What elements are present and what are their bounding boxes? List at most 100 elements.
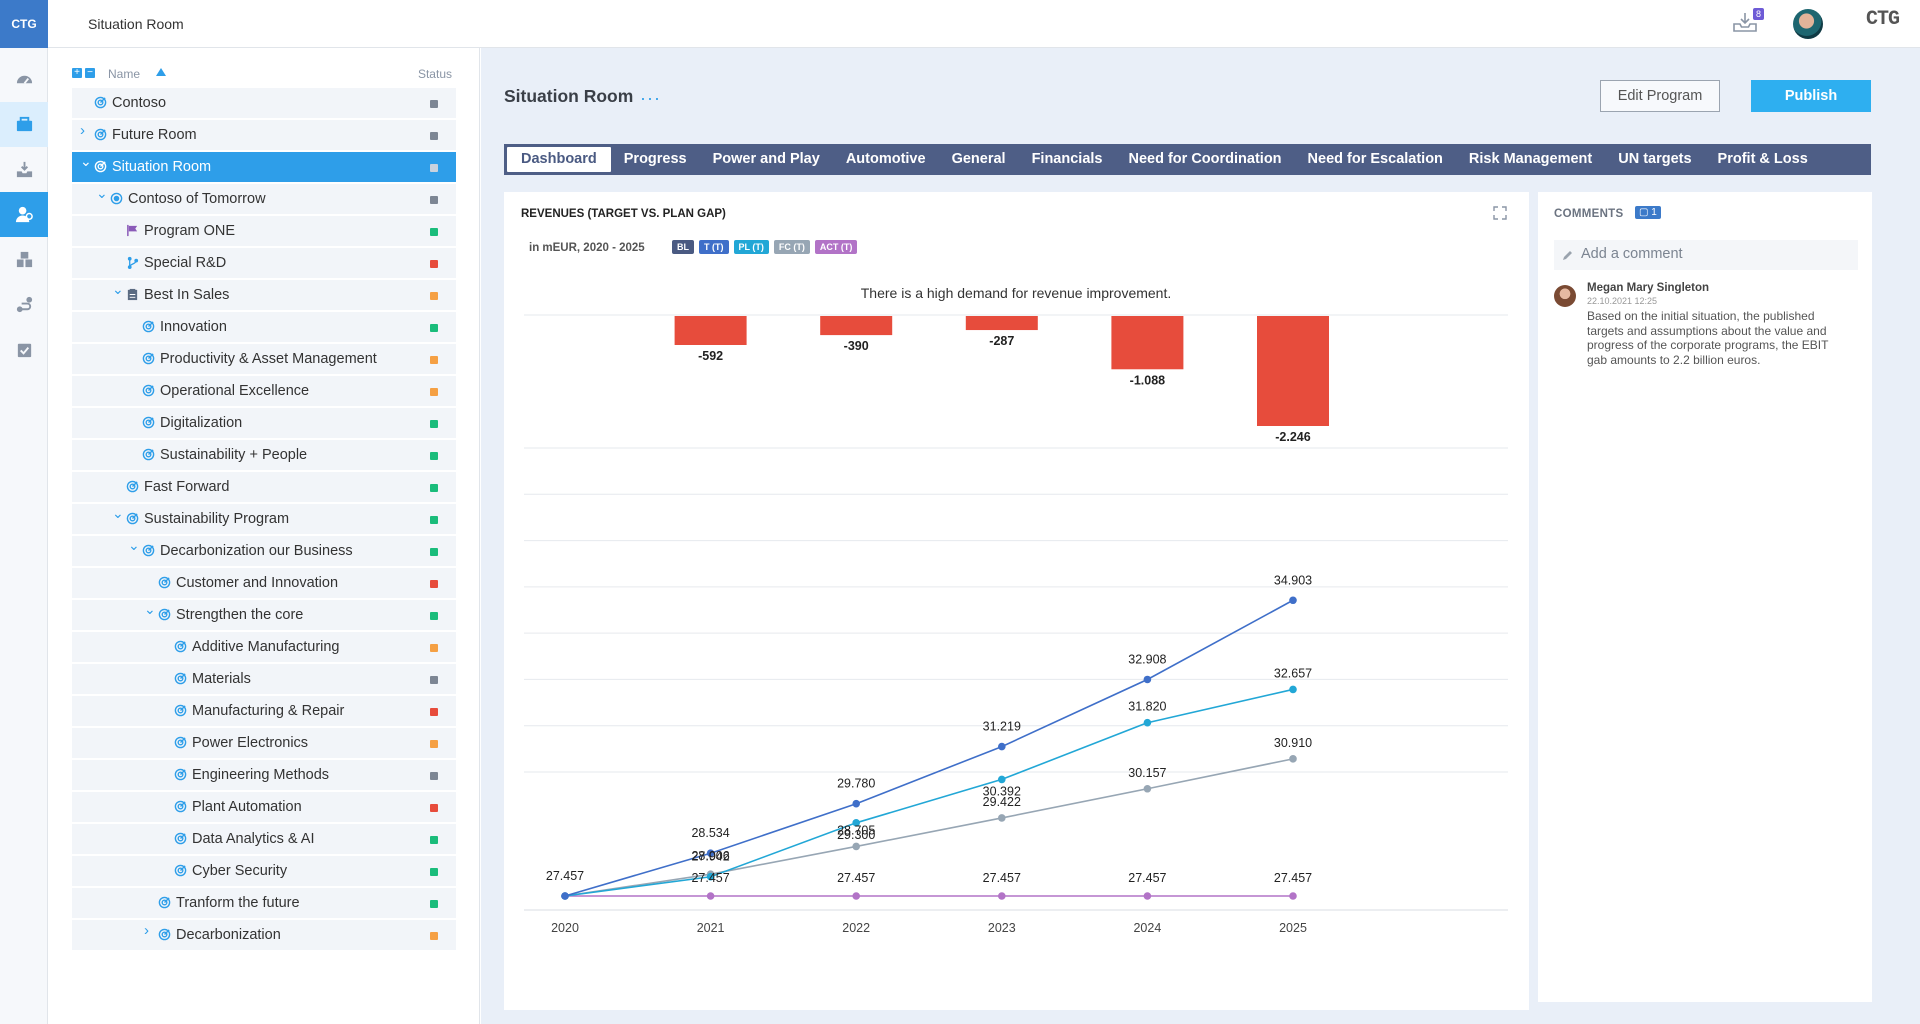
revenue-chart-card: There is a high demand for revenue impro… xyxy=(504,192,1529,1010)
status-indicator xyxy=(430,132,438,140)
chevron-down-icon[interactable]: ⌄ xyxy=(80,153,92,169)
tree-row[interactable]: Sustainability + People xyxy=(72,440,456,470)
tab-profit-loss[interactable]: Profit & Loss xyxy=(1717,151,1808,167)
edit-program-button[interactable]: Edit Program xyxy=(1600,80,1720,112)
name-column-header[interactable]: Name xyxy=(108,67,141,81)
tree-row[interactable]: Program ONE xyxy=(72,216,456,246)
tree-row[interactable]: ⌄ Best In Sales xyxy=(72,280,456,310)
chevron-down-icon[interactable]: ⌄ xyxy=(128,537,140,553)
tree-row[interactable]: Additive Manufacturing xyxy=(72,632,456,662)
chevron-right-icon[interactable]: › xyxy=(144,922,149,939)
tree-row[interactable]: Power Electronics xyxy=(72,728,456,758)
status-indicator xyxy=(430,676,438,684)
tree-row[interactable]: Fast Forward xyxy=(72,472,456,502)
tab-dashboard[interactable]: Dashboard xyxy=(507,147,611,172)
expand-all-icon[interactable]: + xyxy=(72,68,82,78)
status-indicator xyxy=(430,612,438,620)
tree-row-label: Contoso xyxy=(112,95,167,111)
chevron-right-icon[interactable]: › xyxy=(80,122,85,139)
tree-row-label: Future Room xyxy=(112,127,197,143)
chart-subtitle: in mEUR, 2020 - 2025 xyxy=(529,242,645,254)
tree-row[interactable]: Customer and Innovation xyxy=(72,568,456,598)
status-indicator xyxy=(430,452,438,460)
tree-row[interactable]: Cyber Security xyxy=(72,856,456,886)
tree-row[interactable]: Contoso xyxy=(72,88,456,118)
tree-row[interactable]: Operational Excellence xyxy=(72,376,456,406)
fullscreen-icon[interactable] xyxy=(1493,206,1507,220)
tree-row[interactable]: Data Analytics & AI xyxy=(72,824,456,854)
comment-date: 22.10.2021 12:25 xyxy=(1587,296,1658,306)
users-nav-icon[interactable] xyxy=(0,192,48,237)
tab-general[interactable]: General xyxy=(951,151,1006,167)
tree-row[interactable]: › Decarbonization xyxy=(72,920,456,950)
x-tick-label: 2025 xyxy=(1279,921,1307,935)
tree-row[interactable]: ⌄ Sustainability Program xyxy=(72,504,456,534)
tab-need-for-coordination[interactable]: Need for Coordination xyxy=(1128,151,1282,167)
chevron-down-icon[interactable]: ⌄ xyxy=(112,505,124,521)
tree-row[interactable]: Digitalization xyxy=(72,408,456,438)
sort-ascending-icon[interactable] xyxy=(156,68,166,76)
x-tick-label: 2021 xyxy=(697,921,725,935)
tree-row[interactable]: ⌄ Decarbonization our Business xyxy=(72,536,456,566)
tree-row[interactable]: Productivity & Asset Management xyxy=(72,344,456,374)
tab-power-and-play[interactable]: Power and Play xyxy=(712,151,820,167)
inbox-nav-icon[interactable] xyxy=(0,147,48,192)
tab-un-targets[interactable]: UN targets xyxy=(1618,151,1692,167)
more-options-icon[interactable]: ··· xyxy=(640,88,661,108)
comment-author-avatar xyxy=(1554,285,1576,307)
chart-title: REVENUES (TARGET VS. PLAN GAP) xyxy=(521,208,726,220)
chevron-down-icon[interactable]: ⌄ xyxy=(112,281,124,297)
tree-row[interactable]: Innovation xyxy=(72,312,456,342)
tree-row-label: Tranform the future xyxy=(176,895,300,911)
dashboard-nav-icon[interactable] xyxy=(0,57,48,102)
tree-row[interactable]: ⌄ Contoso of Tomorrow xyxy=(72,184,456,214)
tab-financials[interactable]: Financials xyxy=(1031,151,1103,167)
legend-item[interactable]: ACT (T) xyxy=(814,240,858,254)
route-nav-icon[interactable] xyxy=(0,282,48,327)
data-point xyxy=(1143,675,1152,684)
status-indicator xyxy=(430,708,438,716)
collapse-all-icon[interactable]: − xyxy=(85,68,95,78)
legend-item[interactable]: BL xyxy=(672,240,694,254)
tree-row-label: Innovation xyxy=(160,319,227,335)
legend-item[interactable]: T (T) xyxy=(699,240,729,254)
tab-need-for-escalation[interactable]: Need for Escalation xyxy=(1307,151,1443,167)
publish-button[interactable]: Publish xyxy=(1751,80,1871,112)
tab-risk-management[interactable]: Risk Management xyxy=(1468,151,1593,167)
chart-legend: BL T (T) PL (T) FC (T) ACT (T) xyxy=(672,240,858,254)
tree-row[interactable]: ⌄ Strengthen the core xyxy=(72,600,456,630)
main-area: Situation Room ··· Edit Program Publish … xyxy=(481,48,1920,1024)
tree-row[interactable]: Engineering Methods xyxy=(72,760,456,790)
gap-bar xyxy=(1257,316,1329,426)
data-point xyxy=(998,742,1006,751)
status-indicator xyxy=(430,260,438,268)
legend-item[interactable]: PL (T) xyxy=(733,240,769,254)
target-icon xyxy=(174,768,187,781)
tree-row[interactable]: Special R&D xyxy=(72,248,456,278)
gap-bar-label: -1.088 xyxy=(1130,373,1165,387)
app-logo[interactable]: CTG xyxy=(0,0,48,48)
programs-nav-icon[interactable] xyxy=(0,102,48,147)
tree-row[interactable]: Plant Automation xyxy=(72,792,456,822)
tree-row[interactable]: Manufacturing & Repair xyxy=(72,696,456,726)
tree-row[interactable]: ⌄ Situation Room xyxy=(72,152,456,182)
data-label: 31.820 xyxy=(1128,700,1166,714)
gap-bar xyxy=(674,316,747,345)
tasks-nav-icon[interactable] xyxy=(0,327,48,372)
user-avatar[interactable] xyxy=(1793,9,1823,39)
blocks-nav-icon[interactable] xyxy=(0,237,48,282)
tab-progress[interactable]: Progress xyxy=(623,151,687,167)
status-column-header[interactable]: Status xyxy=(417,67,452,81)
add-comment-input[interactable]: Add a comment xyxy=(1554,240,1858,270)
tab-automotive[interactable]: Automotive xyxy=(845,151,926,167)
tree-row-label: Sustainability + People xyxy=(160,447,308,463)
chevron-down-icon[interactable]: ⌄ xyxy=(144,601,156,617)
tree-row[interactable]: Tranform the future xyxy=(72,888,456,918)
gap-bar xyxy=(1111,316,1184,370)
inbox-button[interactable]: 8 xyxy=(1731,8,1765,38)
legend-item[interactable]: FC (T) xyxy=(773,240,810,254)
tree-row[interactable]: Materials xyxy=(72,664,456,694)
chevron-down-icon[interactable]: ⌄ xyxy=(96,185,108,201)
tree-row[interactable]: › Future Room xyxy=(72,120,456,150)
target-icon xyxy=(126,512,139,525)
